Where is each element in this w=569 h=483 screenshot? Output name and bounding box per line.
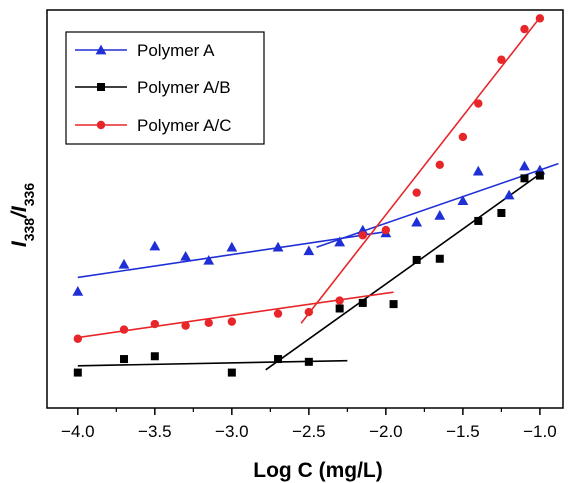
x-tick-label: −3.0: [215, 422, 249, 441]
legend-label-polymer-a-b: Polymer A/B: [137, 78, 231, 97]
polymer-a-fit-line: [316, 162, 559, 248]
polymer-a-point: [434, 209, 446, 220]
polymer-a-c-point: [497, 55, 506, 64]
polymer-a-b-point: [412, 255, 421, 264]
polymer-a-b-point: [474, 216, 483, 225]
polymer-a-c-point: [73, 334, 83, 343]
polymer-a-c-point: [335, 296, 344, 305]
x-tick-label: −1.0: [523, 422, 557, 441]
polymer-a-point: [334, 236, 346, 247]
x-tick-label: −4.0: [61, 422, 95, 441]
polymer-a-b-point: [335, 304, 344, 313]
x-axis-title: Log C (mg/L): [253, 459, 382, 482]
polymer-a-b-point: [358, 298, 367, 307]
polymer-a-point: [226, 241, 238, 252]
polymer-a-point: [203, 254, 215, 265]
polymer-a-b-point: [227, 368, 236, 377]
y-axis-title-slash: /I: [8, 205, 31, 219]
legend-marker-polymer-a: [95, 44, 107, 55]
polymer-a-b-point: [535, 171, 544, 180]
legend-label-polymer-a-c: Polymer A/C: [137, 116, 231, 135]
legend-marker-polymer-a-c: [96, 120, 106, 130]
x-tick-label: −1.5: [446, 422, 480, 441]
polymer-a-b-point: [389, 300, 398, 309]
polymer-a-c-point: [273, 309, 283, 318]
polymer-a-b-point: [120, 355, 129, 364]
polymer-a-b-point: [73, 368, 82, 377]
polymer-a-b-point: [520, 174, 529, 183]
polymer-a-c-point: [181, 321, 190, 330]
y-axis-title-sub1: 338: [21, 218, 37, 242]
axes: −4.0 −3.5 −3.0 −2.5 −2.0 −1.5 −1.0: [46, 9, 564, 441]
y-axis-title-sub2: 336: [21, 183, 37, 207]
polymer-a-point: [149, 240, 161, 251]
polymer-a-c-point: [412, 188, 421, 197]
legend-label-polymer-a: Polymer A: [137, 41, 215, 60]
y-axis-title: I338/I336: [8, 183, 37, 247]
polymer-a-point: [72, 285, 84, 296]
polymer-a-b-point: [497, 208, 506, 217]
polymer-a-c-point: [435, 160, 444, 170]
legend: Polymer A Polymer A/B Polymer A/C: [65, 31, 265, 145]
polymer-a-point: [411, 216, 423, 227]
polymer-a-b-point: [435, 254, 444, 263]
polymer-a-point: [118, 258, 130, 269]
polymer-a-c-point: [150, 319, 160, 329]
polymer-a-c-point: [227, 317, 237, 326]
polymer-a-point: [303, 245, 315, 256]
fit-lines: [77, 17, 559, 371]
polymer-a-point: [272, 241, 284, 252]
polymer-a-point: [519, 160, 530, 171]
polymer-a-b-point: [274, 355, 283, 364]
polymer-a-c-point: [474, 99, 483, 108]
plot-frame: [46, 9, 564, 409]
polymer-a-c-point: [119, 325, 129, 334]
polymer-a-point: [180, 250, 192, 261]
polymer-a-c-fit-line: [300, 17, 541, 324]
x-tick-label: −2.0: [369, 422, 403, 441]
polymer-a-point: [357, 224, 369, 235]
y-axis-title-prefix: I: [8, 240, 31, 247]
polymer-a-c-point: [458, 132, 468, 142]
polymer-a-c-point: [304, 307, 314, 317]
polymer-a-point: [472, 165, 484, 176]
polymer-a-c-point: [520, 24, 529, 34]
legend-marker-polymer-a-b: [97, 83, 105, 91]
data-markers: [72, 14, 546, 377]
polymer-a-c-point: [358, 231, 367, 240]
polymer-a-b-fit-line: [265, 173, 541, 371]
polymer-a-c-point: [381, 225, 391, 235]
x-tick-label: −2.5: [292, 422, 326, 441]
polymer-a-point: [503, 189, 515, 200]
polymer-a-b-fit-line: [77, 359, 348, 367]
polymer-a-c-point: [535, 14, 545, 23]
polymer-a-point: [457, 195, 469, 205]
polymer-a-fit-line: [77, 230, 386, 279]
polymer-a-b-point: [304, 357, 313, 366]
x-tick-label: −3.5: [138, 422, 172, 441]
polymer-a-c-point: [204, 318, 213, 328]
polymer-a-b-point: [150, 352, 159, 361]
